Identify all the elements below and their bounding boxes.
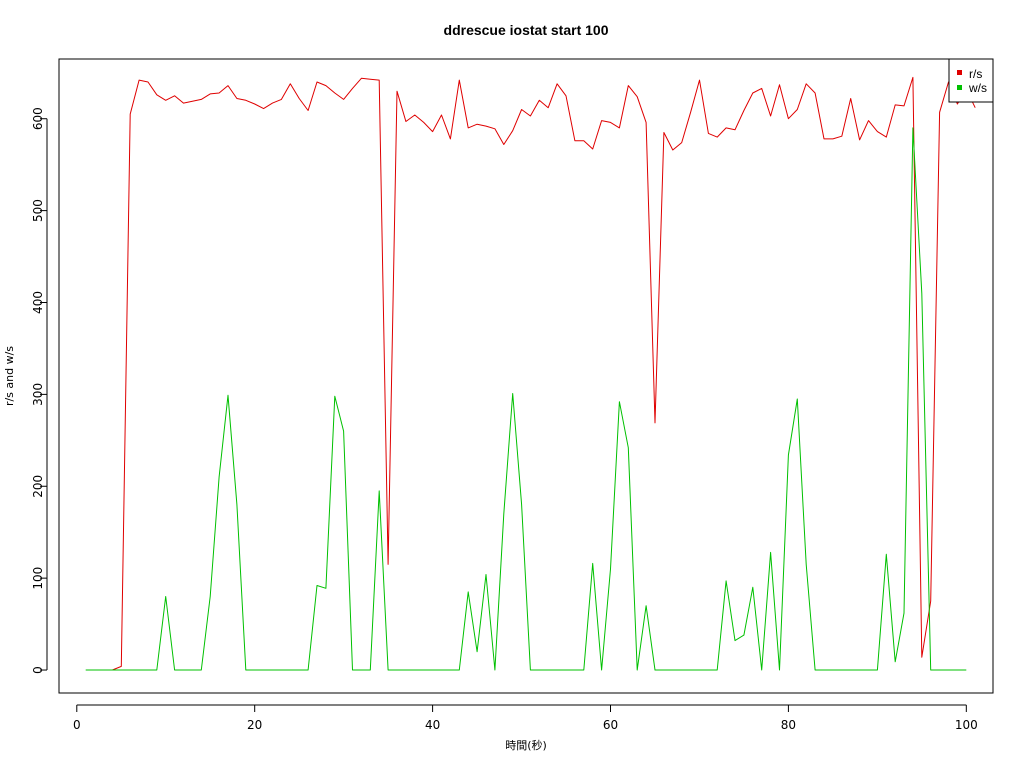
legend: r/s w/s bbox=[948, 58, 994, 103]
legend-label-r-s: r/s bbox=[969, 67, 982, 81]
legend-key-w-s bbox=[957, 85, 962, 90]
series-line-r-s bbox=[94, 76, 976, 671]
y-tick-label: 300 bbox=[31, 383, 45, 406]
series-line-w-s bbox=[85, 127, 967, 671]
series-layer bbox=[85, 76, 976, 671]
y-axis: 0 100 200 300 400 500 600 bbox=[31, 107, 48, 674]
y-tick-label: 200 bbox=[31, 475, 45, 498]
y-tick-label: 600 bbox=[31, 107, 45, 130]
x-axis: 0 20 40 60 80 100 bbox=[73, 704, 978, 732]
x-tick-label: 100 bbox=[955, 718, 978, 732]
legend-box bbox=[948, 58, 994, 103]
y-tick-label: 100 bbox=[31, 567, 45, 590]
x-tick-label: 40 bbox=[425, 718, 440, 732]
x-tick-label: 80 bbox=[781, 718, 796, 732]
y-tick-label: 400 bbox=[31, 291, 45, 314]
y-tick-label: 500 bbox=[31, 199, 45, 222]
x-tick-label: 60 bbox=[603, 718, 618, 732]
chart-title: ddrescue iostat start 100 bbox=[444, 22, 609, 38]
plot-frame bbox=[58, 58, 994, 694]
x-axis-label: 時間(秒) bbox=[505, 738, 547, 752]
legend-label-w-s: w/s bbox=[968, 81, 987, 95]
y-tick-label: 0 bbox=[31, 666, 45, 674]
x-tick-label: 20 bbox=[247, 718, 262, 732]
x-tick-label: 0 bbox=[73, 718, 81, 732]
y-axis-label: r/s and w/s bbox=[3, 346, 16, 406]
legend-key-r-s bbox=[957, 70, 962, 75]
